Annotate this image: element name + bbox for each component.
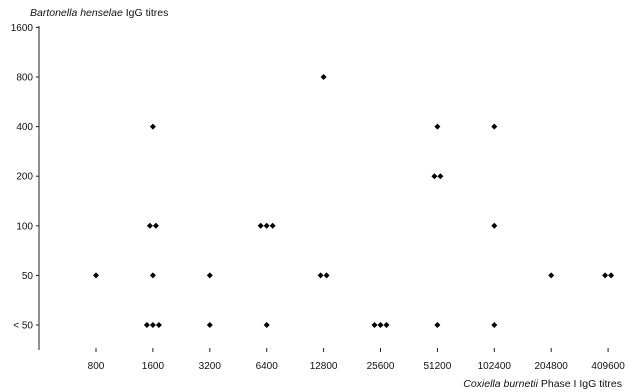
y-tick-label: 800 xyxy=(16,73,33,84)
x-tick-label: 25600 xyxy=(367,361,395,372)
data-point xyxy=(383,322,390,328)
y-axis-title-organism: Bartonella henselae xyxy=(30,7,123,19)
data-point xyxy=(548,272,555,279)
data-point xyxy=(149,123,156,130)
data-point xyxy=(152,222,159,229)
x-tick-label: 204800 xyxy=(535,361,569,372)
data-point xyxy=(608,272,615,279)
data-point xyxy=(437,173,444,180)
data-point xyxy=(206,322,213,328)
data-point xyxy=(146,222,153,229)
x-tick-label: 1600 xyxy=(142,361,165,372)
data-points xyxy=(93,74,615,328)
data-point xyxy=(143,322,150,328)
x-tick-label: 51200 xyxy=(423,361,451,372)
y-tick-label: 400 xyxy=(16,122,33,133)
x-axis-title-organism: Coxiella burnetii xyxy=(463,378,538,390)
data-point xyxy=(377,322,384,328)
data-point xyxy=(434,123,441,130)
x-tick-label: 3200 xyxy=(199,361,222,372)
data-point xyxy=(491,222,498,229)
x-tick-label: 6400 xyxy=(256,361,279,372)
data-point xyxy=(320,74,327,80)
data-point xyxy=(491,123,498,130)
x-tick-label: 102400 xyxy=(478,361,512,372)
y-tick-label: 100 xyxy=(16,221,33,232)
data-point xyxy=(491,322,498,328)
x-axis-title: Coxiella burnetii Phase I IgG titres xyxy=(463,378,622,390)
x-tick-label: 800 xyxy=(88,361,105,372)
x-axis-ticks: 800 1600 3200 6400 12800 25600 51200 102400 2048… xyxy=(88,348,625,372)
y-axis-ticks: < 50 50 100 200 400 800 1600 xyxy=(11,23,39,332)
data-point xyxy=(263,222,270,229)
data-point xyxy=(206,272,213,279)
data-point xyxy=(434,322,441,328)
data-point xyxy=(149,322,156,328)
data-point xyxy=(155,322,162,328)
data-point xyxy=(317,272,324,279)
data-point xyxy=(323,272,330,279)
data-point xyxy=(93,272,99,279)
y-tick-label: 200 xyxy=(16,172,33,183)
y-axis-title-suffix: IgG titres xyxy=(123,7,169,19)
y-tick-label: 50 xyxy=(22,271,34,282)
y-axis-title: Bartonella henselae IgG titres xyxy=(30,7,168,19)
x-tick-label: 409600 xyxy=(591,361,625,372)
x-tick-label: 12800 xyxy=(310,361,338,372)
y-tick-label: 1600 xyxy=(11,23,34,34)
data-point xyxy=(269,222,276,229)
y-tick-label: < 50 xyxy=(13,321,33,332)
data-point xyxy=(257,222,264,229)
data-point xyxy=(371,322,378,328)
data-point xyxy=(149,272,156,279)
data-point xyxy=(263,322,270,328)
x-axis-title-suffix: Phase I IgG titres xyxy=(538,378,622,390)
data-point xyxy=(602,272,609,279)
data-point xyxy=(431,173,438,180)
